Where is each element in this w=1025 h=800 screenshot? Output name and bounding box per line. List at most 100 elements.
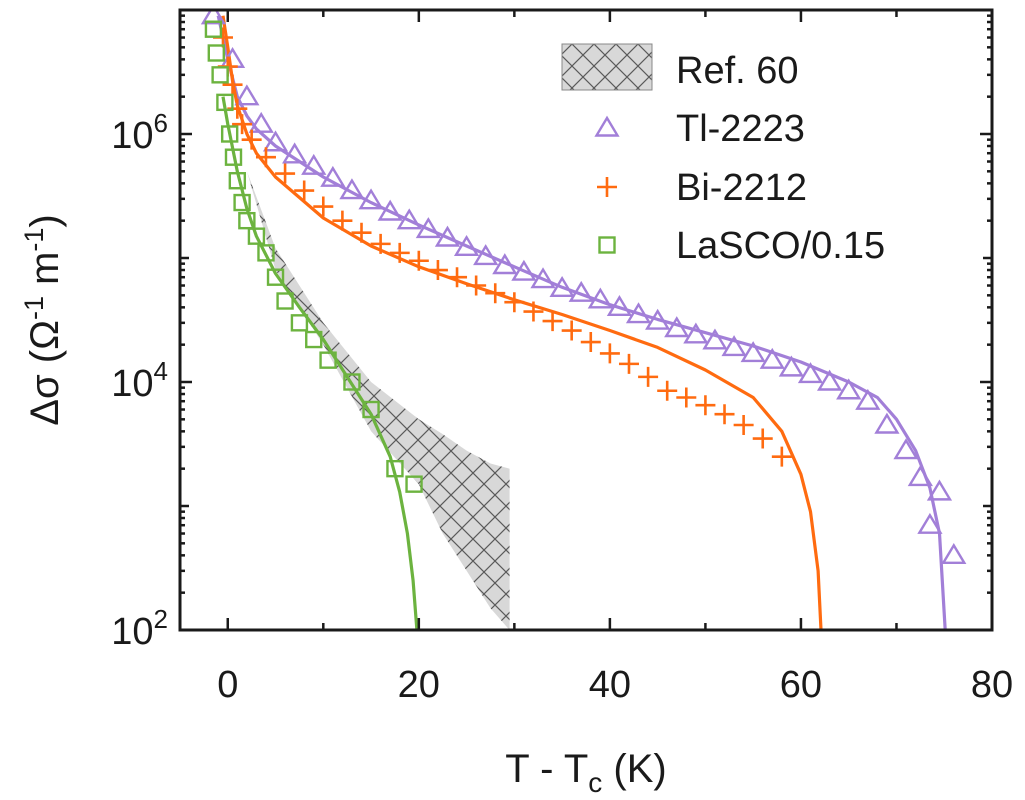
data-point-tl-2223-9 [358,188,384,210]
data-point-bi-2212-16 [447,267,468,288]
data-point-tl-2223-10 [377,199,403,221]
data-point-tl-2223-20 [568,280,594,302]
markers-layer [200,10,967,565]
data-point-lasco-0-15-9 [247,227,266,245]
data-point-lasco-0-15-17 [362,400,380,419]
data-point-tl-2223-35 [855,388,881,410]
data-point-lasco-0-15-1 [207,44,226,62]
data-point-tl-2223-14 [453,234,480,256]
data-point-lasco-0-15-18 [386,459,404,478]
y-axis-title: Δσ (Ω-1 m-1) [19,214,67,426]
data-point-bi-2212-15 [427,260,448,281]
data-point-tl-2223-19 [549,275,575,297]
legend-marker-lasco-0-15 [598,236,616,254]
y-tick-label: 104 [111,356,168,405]
data-point-tl-2223-30 [759,347,785,369]
data-point-bi-2212-9 [313,196,334,217]
data-point-lasco-0-15-3 [216,93,234,112]
data-point-lasco-0-15-0 [204,20,223,38]
plot-frame [178,8,994,632]
data-point-tl-2223-37 [893,438,919,460]
data-point-bi-2212-14 [408,250,429,271]
data-point-bi-2212-13 [389,242,410,263]
x-tick-label: 40 [589,664,631,706]
data-point-bi-2212-30 [714,404,735,425]
data-point-tl-2223-28 [721,335,747,357]
y-tick-label: 106 [111,108,168,157]
data-point-lasco-0-15-10 [257,244,275,262]
data-point-tl-2223-26 [683,322,709,344]
data-point-bi-2212-10 [332,210,353,231]
legend-label-lasco: LaSCO/0.15 [676,225,885,267]
x-axis-title: T - Tc (K) [505,747,666,798]
data-point-lasco-0-15-4 [220,125,239,143]
data-point-bi-2212-21 [542,311,563,332]
data-point-tl-2223-23 [625,302,652,324]
data-point-tl-2223-32 [797,362,824,384]
data-point-tl-2223-27 [702,328,728,350]
data-point-lasco-0-15-13 [290,314,309,332]
data-point-bi-2212-8 [294,180,315,201]
data-point-lasco-0-15-8 [238,211,256,230]
data-point-bi-2212-29 [695,395,716,416]
x-tick-label: 0 [217,664,238,706]
data-point-bi-2212-12 [370,233,391,254]
data-point-bi-2212-25 [618,353,639,374]
data-point-tl-2223-40 [917,512,943,534]
data-point-tl-2223-25 [664,316,690,338]
data-point-lasco-0-15-7 [233,193,251,212]
legend-marker-tl-2223 [594,115,620,137]
data-point-tl-2223-22 [606,295,633,317]
data-point-bi-2212-32 [752,428,773,449]
data-point-bi-2212-33 [771,446,792,467]
data-point-bi-2212-23 [580,332,601,353]
reference-band-ref-60 [246,171,510,630]
data-point-tl-2223-16 [492,253,518,275]
data-point-tl-2223-36 [874,412,900,434]
data-point-bi-2212-6 [255,147,276,168]
data-point-bi-2212-26 [638,366,659,387]
data-point-lasco-0-15-6 [228,172,247,190]
fit-curves-layer [216,15,947,630]
data-point-tl-2223-0 [200,10,227,25]
data-point-bi-2212-11 [351,222,372,243]
data-point-tl-2223-6 [301,153,327,175]
data-point-lasco-0-15-2 [211,66,229,84]
data-point-tl-2223-41 [941,543,967,565]
data-point-lasco-0-15-19 [405,475,423,493]
data-point-tl-2223-7 [320,165,346,187]
data-point-tl-2223-31 [778,355,805,377]
fit-curve-tl-2223 [216,15,947,630]
data-point-bi-2212-24 [599,343,620,364]
legend-label-tl-2223: Tl-2223 [676,108,805,150]
legend-marker-bi-2212 [597,177,617,197]
data-point-tl-2223-13 [434,225,461,247]
data-point-tl-2223-24 [645,308,671,330]
data-point-bi-2212-22 [561,320,582,341]
data-point-bi-2212-17 [466,275,487,296]
data-point-tl-2223-39 [926,479,953,501]
data-point-tl-2223-4 [262,130,289,152]
x-tick-label: 60 [780,664,822,706]
data-point-lasco-0-15-12 [276,292,294,310]
data-point-bi-2212-31 [733,415,754,436]
data-point-bi-2212-20 [523,301,544,322]
data-point-lasco-0-15-5 [224,148,243,166]
data-point-tl-2223-15 [473,244,499,266]
data-point-tl-2223-34 [836,378,862,400]
data-point-bi-2212-28 [676,387,697,408]
data-point-tl-2223-5 [282,142,308,164]
data-point-tl-2223-38 [907,465,933,487]
legend: Ref. 60 Tl-2223 Bi-2212 LaSCO/0.15 [561,43,885,267]
data-point-lasco-0-15-11 [266,268,285,286]
data-point-bi-2212-2 [222,74,243,95]
ticks-layer [180,8,994,632]
data-point-tl-2223-21 [587,287,613,309]
data-point-tl-2223-11 [396,208,422,230]
data-point-bi-2212-7 [275,163,296,184]
data-point-tl-2223-18 [530,267,556,289]
data-point-bi-2212-19 [504,292,525,313]
x-tick-label: 20 [398,664,440,706]
data-point-tl-2223-8 [339,178,365,200]
